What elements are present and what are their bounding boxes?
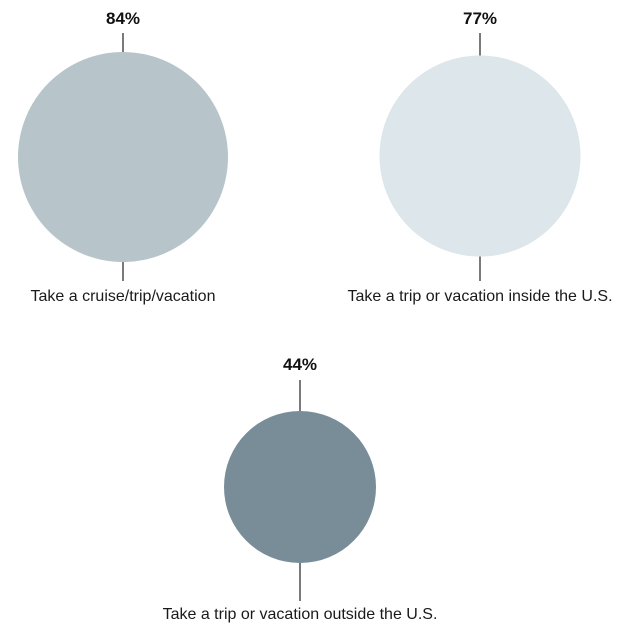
bubble-group-trip-outside-us: 44% Take a trip or vacation outside the …: [163, 355, 438, 623]
category-label: Take a cruise/trip/vacation: [31, 288, 216, 305]
value-label: 44%: [283, 355, 317, 374]
category-label: Take a trip or vacation outside the U.S.: [163, 606, 438, 623]
bubble-group-cruise-trip-vacation: 84% Take a cruise/trip/vacation: [18, 9, 228, 305]
bubble: [224, 411, 376, 563]
category-label: Take a trip or vacation inside the U.S.: [347, 288, 612, 305]
bubble-group-trip-inside-us: 77% Take a trip or vacation inside the U…: [347, 9, 612, 305]
value-label: 77%: [463, 9, 497, 28]
bubble: [379, 55, 581, 257]
bubble: [18, 52, 228, 262]
value-label: 84%: [106, 9, 140, 28]
